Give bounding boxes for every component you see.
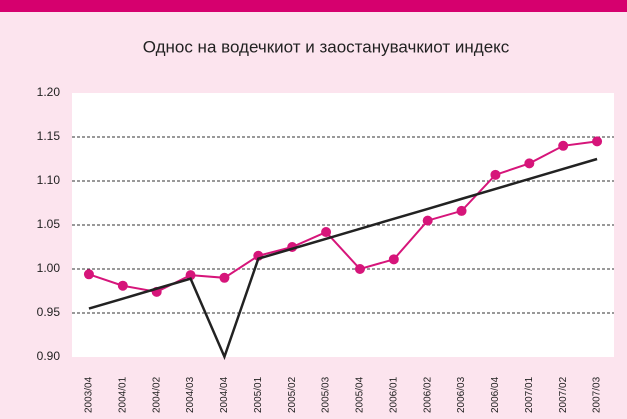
- x-tick-label: 2003/04: [84, 376, 95, 413]
- chart-title: Однос на водечкиот и заостанувачкиот инд…: [143, 37, 510, 56]
- y-tick-label: 1.15: [37, 129, 61, 143]
- y-tick-label: 1.10: [37, 173, 61, 187]
- x-tick-label: 2006/02: [422, 376, 433, 413]
- marker: [185, 270, 196, 281]
- x-tick-label: 2005/04: [355, 376, 366, 413]
- y-tick-label: 0.95: [37, 305, 61, 319]
- x-tick-label: 2005/02: [287, 376, 298, 413]
- x-tick-label: 2004/03: [185, 376, 196, 413]
- marker: [456, 205, 467, 216]
- x-tick-label: 2004/02: [151, 376, 162, 413]
- marker: [321, 227, 332, 238]
- x-tick-label: 2006/03: [456, 376, 467, 413]
- trend-line: [88, 157, 598, 361]
- top-bar: [0, 0, 627, 12]
- marker: [558, 140, 569, 151]
- marker: [490, 169, 501, 180]
- marker: [117, 280, 128, 291]
- marker: [388, 254, 399, 265]
- x-tick-label: 2004/04: [219, 376, 230, 413]
- y-tick-label: 0.90: [37, 349, 61, 363]
- x-tick-label: 2005/01: [253, 376, 264, 413]
- x-tick-label: 2005/03: [321, 376, 332, 413]
- x-tick-label: 2007/03: [592, 376, 603, 413]
- x-tick-label: 2007/02: [558, 376, 569, 413]
- marker: [592, 136, 603, 147]
- x-tick-label: 2004/01: [117, 376, 128, 413]
- x-tick-label: 2007/01: [524, 376, 535, 413]
- marker: [524, 158, 535, 169]
- marker: [422, 215, 433, 226]
- marker: [354, 264, 365, 274]
- x-tick-label: 2006/04: [490, 376, 501, 413]
- y-tick-label: 1.00: [37, 261, 61, 275]
- y-tick-label: 1.05: [37, 217, 61, 231]
- x-tick-label: 2006/01: [388, 376, 399, 413]
- marker: [219, 272, 230, 283]
- marker: [83, 269, 94, 280]
- y-tick-label: 1.20: [37, 85, 61, 99]
